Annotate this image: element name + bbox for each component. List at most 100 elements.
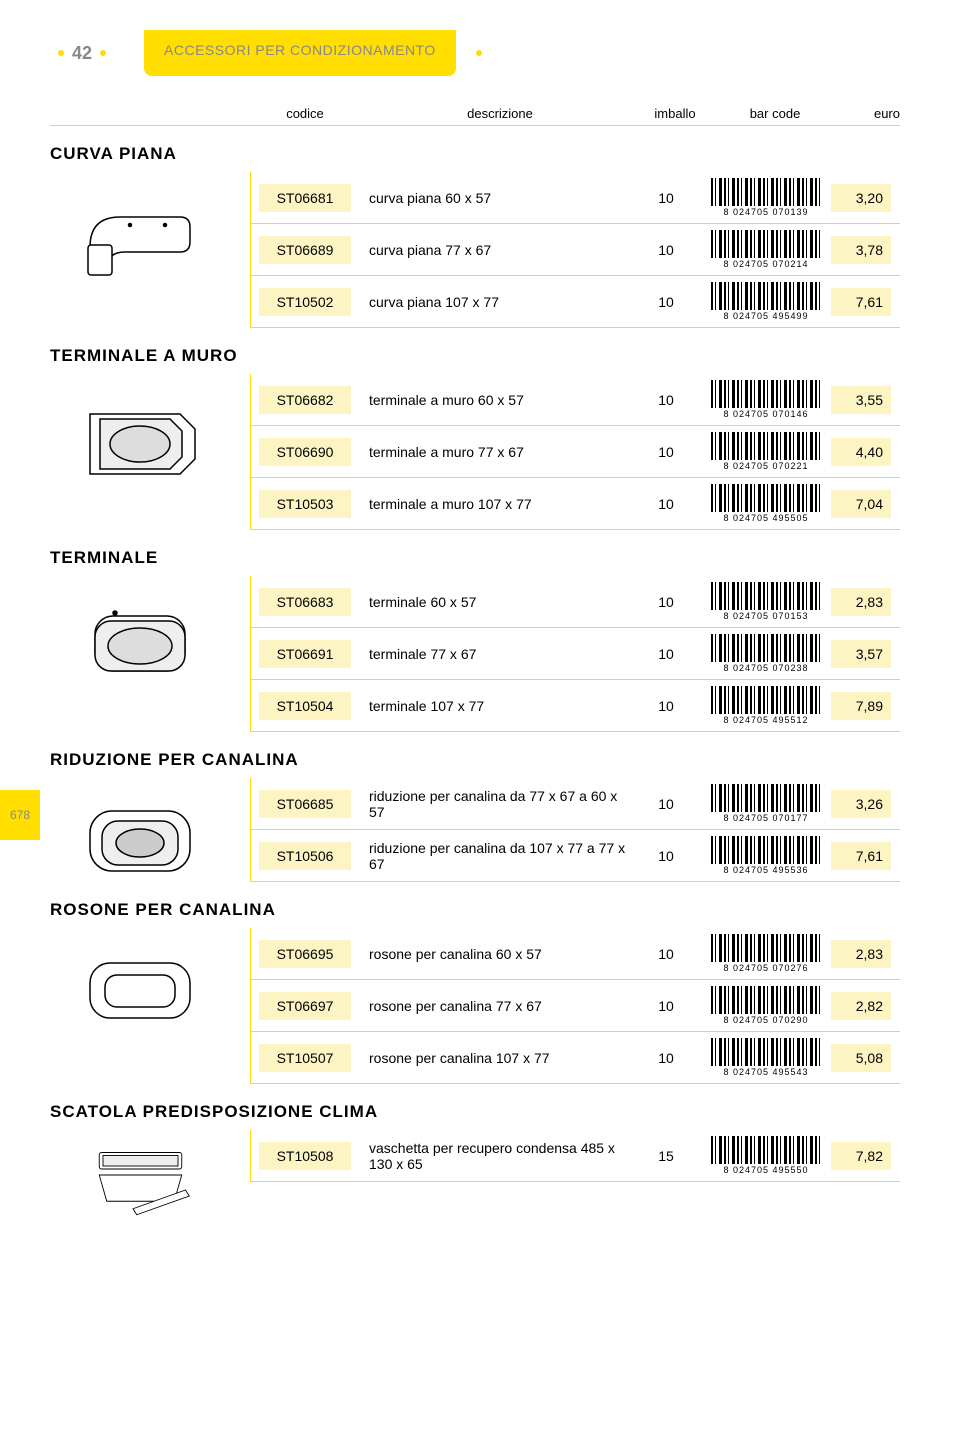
product-description: terminale 77 x 67 [351, 646, 631, 662]
barcode: 8 024705 070214 [701, 230, 831, 269]
barcode: 8 024705 495505 [701, 484, 831, 523]
product-code: ST06689 [259, 236, 351, 264]
col-imballo: imballo [640, 106, 710, 121]
barcode: 8 024705 495536 [701, 836, 831, 875]
product-description: terminale a muro 77 x 67 [351, 444, 631, 460]
header-tab: ACCESSORI PER CONDIZIONAMENTO [144, 30, 456, 76]
product-imballo: 10 [631, 594, 701, 610]
barcode-number: 8 024705 070238 [723, 663, 808, 673]
table-row: ST10507rosone per canalina 107 x 77108 0… [251, 1032, 900, 1084]
barcode-bars-icon [711, 484, 821, 512]
barcode-number: 8 024705 495512 [723, 715, 808, 725]
product-description: vaschetta per recupero condensa 485 x 13… [351, 1140, 631, 1172]
table-row: ST06690terminale a muro 77 x 67108 02470… [251, 426, 900, 478]
barcode-number: 8 024705 495505 [723, 513, 808, 523]
barcode: 8 024705 070177 [701, 784, 831, 823]
product-price: 7,89 [831, 692, 891, 720]
barcode: 8 024705 495512 [701, 686, 831, 725]
col-codice: codice [250, 106, 360, 121]
product-price: 4,40 [831, 438, 891, 466]
barcode-bars-icon [711, 432, 821, 460]
barcode-number: 8 024705 070146 [723, 409, 808, 419]
section: ST06695rosone per canalina 60 x 57108 02… [50, 928, 900, 1084]
barcode-bars-icon [711, 1136, 821, 1164]
product-price: 2,82 [831, 992, 891, 1020]
section-title: ROSONE PER CANALINA [50, 900, 900, 920]
page-number: 42 [72, 43, 92, 64]
product-imballo: 10 [631, 294, 701, 310]
product-description: terminale 107 x 77 [351, 698, 631, 714]
product-imballo: 15 [631, 1148, 701, 1164]
product-illustration [50, 586, 230, 686]
barcode-bars-icon [711, 178, 821, 206]
product-rows: ST06695rosone per canalina 60 x 57108 02… [250, 928, 900, 1084]
barcode-bars-icon [711, 986, 821, 1014]
barcode-bars-icon [711, 380, 821, 408]
table-row: ST10503terminale a muro 107 x 77108 0247… [251, 478, 900, 530]
table-row: ST06682terminale a muro 60 x 5710 8 02470… [251, 374, 900, 426]
barcode: 8 024705 070221 [701, 432, 831, 471]
product-price: 2,83 [831, 588, 891, 616]
product-description: rosone per canalina 77 x 67 [351, 998, 631, 1014]
product-imballo: 10 [631, 444, 701, 460]
product-illustration [50, 938, 230, 1038]
barcode: 8 024705 495499 [701, 282, 831, 321]
barcode-bars-icon [711, 1038, 821, 1066]
dot-icon [100, 50, 106, 56]
page-header: 42 ACCESSORI PER CONDIZIONAMENTO [50, 30, 900, 76]
barcode-bars-icon [711, 230, 821, 258]
product-description: terminale a muro 60 x 57 [351, 392, 631, 408]
product-code: ST10504 [259, 692, 351, 720]
section-title: TERMINALE A MURO [50, 346, 900, 366]
barcode: 8 024705 495550 [701, 1136, 831, 1175]
section: ST06682terminale a muro 60 x 57108 02470… [50, 374, 900, 530]
product-code: ST06690 [259, 438, 351, 466]
product-imballo: 10 [631, 496, 701, 512]
barcode-number: 8 024705 495550 [723, 1165, 808, 1175]
section: ST06681curva piana 60 x 57108 024705 070… [50, 172, 900, 328]
barcode: 8 024705 495543 [701, 1038, 831, 1077]
barcode-number: 8 024705 495499 [723, 311, 808, 321]
product-price: 5,08 [831, 1044, 891, 1072]
section-title: TERMINALE [50, 548, 900, 568]
barcode-bars-icon [711, 836, 821, 864]
section-title: SCATOLA PREDISPOSIZIONE CLIMA [50, 1102, 900, 1122]
table-row: ST06685riduzione per canalina da 77 x 67… [251, 778, 900, 830]
product-imballo: 10 [631, 242, 701, 258]
product-imballo: 10 [631, 646, 701, 662]
barcode: 8 024705 070139 [701, 178, 831, 217]
product-price: 7,04 [831, 490, 891, 518]
table-row: ST06691terminale 77 x 67108 024705 07023… [251, 628, 900, 680]
product-description: curva piana 60 x 57 [351, 190, 631, 206]
table-row: ST06683terminale 60 x 57108 024705 07015… [251, 576, 900, 628]
product-imballo: 10 [631, 190, 701, 206]
table-row: ST06697rosone per canalina 77 x 67108 02… [251, 980, 900, 1032]
product-code: ST06683 [259, 588, 351, 616]
section-title: CURVA PIANA [50, 144, 900, 164]
product-price: 3,78 [831, 236, 891, 264]
col-descrizione: descrizione [360, 106, 640, 121]
product-rows: ST06682terminale a muro 60 x 57108 02470… [250, 374, 900, 530]
product-imballo: 10 [631, 392, 701, 408]
barcode: 8 024705 070276 [701, 934, 831, 973]
product-code: ST06682 [259, 386, 351, 414]
product-price: 3,57 [831, 640, 891, 668]
product-code: ST10502 [259, 288, 351, 316]
section: ST06683terminale 60 x 57108 024705 07015… [50, 576, 900, 732]
col-euro: euro [840, 106, 900, 121]
product-rows: ST06681curva piana 60 x 57108 024705 070… [250, 172, 900, 328]
product-imballo: 10 [631, 998, 701, 1014]
barcode-bars-icon [711, 934, 821, 962]
product-illustration [50, 182, 230, 282]
section: ST06685riduzione per canalina da 77 x 67… [50, 778, 900, 882]
barcode-number: 8 024705 070290 [723, 1015, 808, 1025]
product-code: ST10507 [259, 1044, 351, 1072]
product-code: ST06685 [259, 790, 351, 818]
product-rows: ST10508vaschetta per recupero condensa 4… [250, 1130, 900, 1182]
product-price: 3,26 [831, 790, 891, 818]
product-imballo: 10 [631, 946, 701, 962]
barcode-bars-icon [711, 784, 821, 812]
table-row: ST10502curva piana 107 x 77108 024705 49… [251, 276, 900, 328]
product-price: 7,82 [831, 1142, 891, 1170]
product-illustration [50, 1140, 230, 1240]
